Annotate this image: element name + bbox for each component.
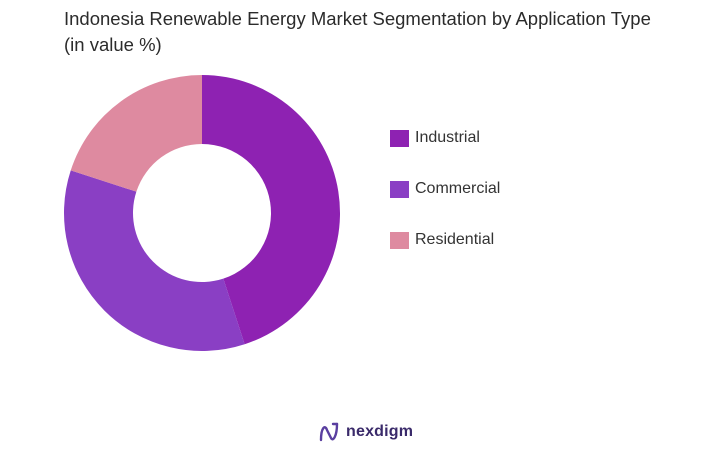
legend-item-commercial: Commercial [390, 178, 500, 200]
donut-slice-industrial [202, 75, 340, 345]
brand-logo: nexdigm [318, 420, 413, 444]
donut-slice-commercial [63, 170, 245, 351]
legend-label-residential: Residential [415, 231, 495, 248]
chart-title: Indonesia Renewable Energy Market Segmen… [64, 8, 651, 55]
legend-label-commercial: Commercial [415, 180, 501, 197]
legend-item-residential: Residential [390, 229, 500, 251]
legend: Industrial Commercial Residential [390, 127, 500, 280]
brand-name: nexdigm [346, 423, 414, 440]
legend-swatch-commercial [390, 180, 409, 198]
nexdigm-logo-icon [319, 422, 339, 442]
legend-swatch-residential [390, 231, 409, 249]
legend-item-industrial: Industrial [390, 127, 500, 149]
legend-label-industrial: Industrial [415, 129, 480, 146]
donut-slice-residential [70, 75, 202, 192]
legend-swatch-industrial [390, 129, 409, 147]
